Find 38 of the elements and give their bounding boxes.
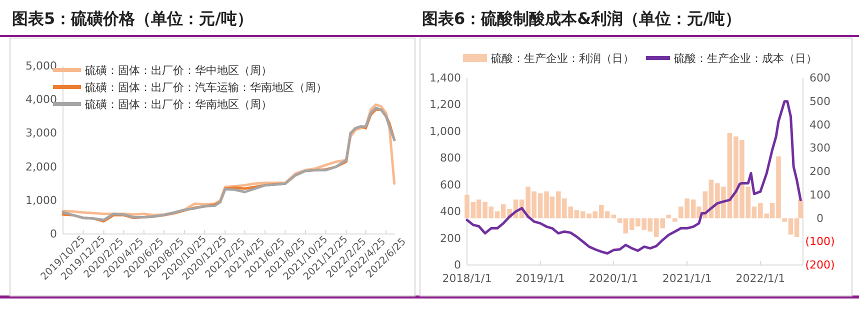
y-tick-label: 800 bbox=[440, 152, 461, 165]
x-tick-label: 2020/1/1 bbox=[588, 272, 638, 285]
legend-label: 硫磺：固体：出厂价：汽车运输：华南地区（周） bbox=[85, 81, 327, 94]
bar bbox=[666, 214, 672, 218]
y-tick-label: 400 bbox=[440, 205, 461, 218]
y-tick-label: 600 bbox=[440, 178, 461, 192]
y-tick-label: 0 bbox=[454, 258, 461, 272]
y-tick-label: 1,000 bbox=[430, 124, 461, 138]
line-series bbox=[466, 100, 802, 255]
y-tick-label: 3,000 bbox=[26, 126, 57, 140]
y2-tick-label: 0 bbox=[816, 212, 824, 225]
y2-tick-label: 600 bbox=[810, 72, 830, 84]
y-tick-label: 1,400 bbox=[430, 72, 461, 84]
x-tick-label: 2021/1/1 bbox=[662, 272, 712, 285]
legend-label: 硫磺：固体：出厂价：华南地区（周） bbox=[85, 98, 272, 111]
y2-tick-label: 200 bbox=[810, 165, 830, 178]
y-tick-label: 200 bbox=[440, 232, 461, 245]
y2-tick-label: 400 bbox=[810, 118, 830, 132]
legend-label: 硫酸：生产企业：利润（日） bbox=[491, 52, 634, 65]
chart-title: 图表6：硫酸制酸成本&利润（单位：元/吨） bbox=[422, 9, 741, 28]
bar bbox=[672, 218, 678, 222]
x-tick-label: 2018/1/1 bbox=[442, 272, 492, 285]
x-tick-label: 2019/1/1 bbox=[516, 272, 566, 285]
chart-title: 图表5：硫磺价格（单位：元/吨） bbox=[12, 9, 253, 28]
y2-tick-label: 100 bbox=[810, 188, 830, 202]
y-tick-label: 4,000 bbox=[26, 93, 57, 106]
y-tick-label: 1,200 bbox=[430, 98, 461, 112]
x-tick-label: 2022/1/1 bbox=[736, 272, 786, 285]
legend-label: 硫酸：生产企业：成本（日） bbox=[674, 52, 817, 65]
y2-tick-label: 500 bbox=[810, 94, 830, 108]
y-tick-label: 0 bbox=[50, 228, 57, 240]
y-tick-label: 5,000 bbox=[26, 60, 57, 72]
y2-tick-label: (200) bbox=[805, 258, 835, 272]
y-tick-label: 2,000 bbox=[26, 160, 57, 174]
y2-tick-label: 300 bbox=[810, 142, 830, 155]
y2-tick-label: (100) bbox=[805, 235, 835, 248]
y-tick-label: 1,000 bbox=[26, 194, 57, 207]
legend-label: 硫磺：固体：出厂价：华中地区（周） bbox=[85, 64, 272, 77]
